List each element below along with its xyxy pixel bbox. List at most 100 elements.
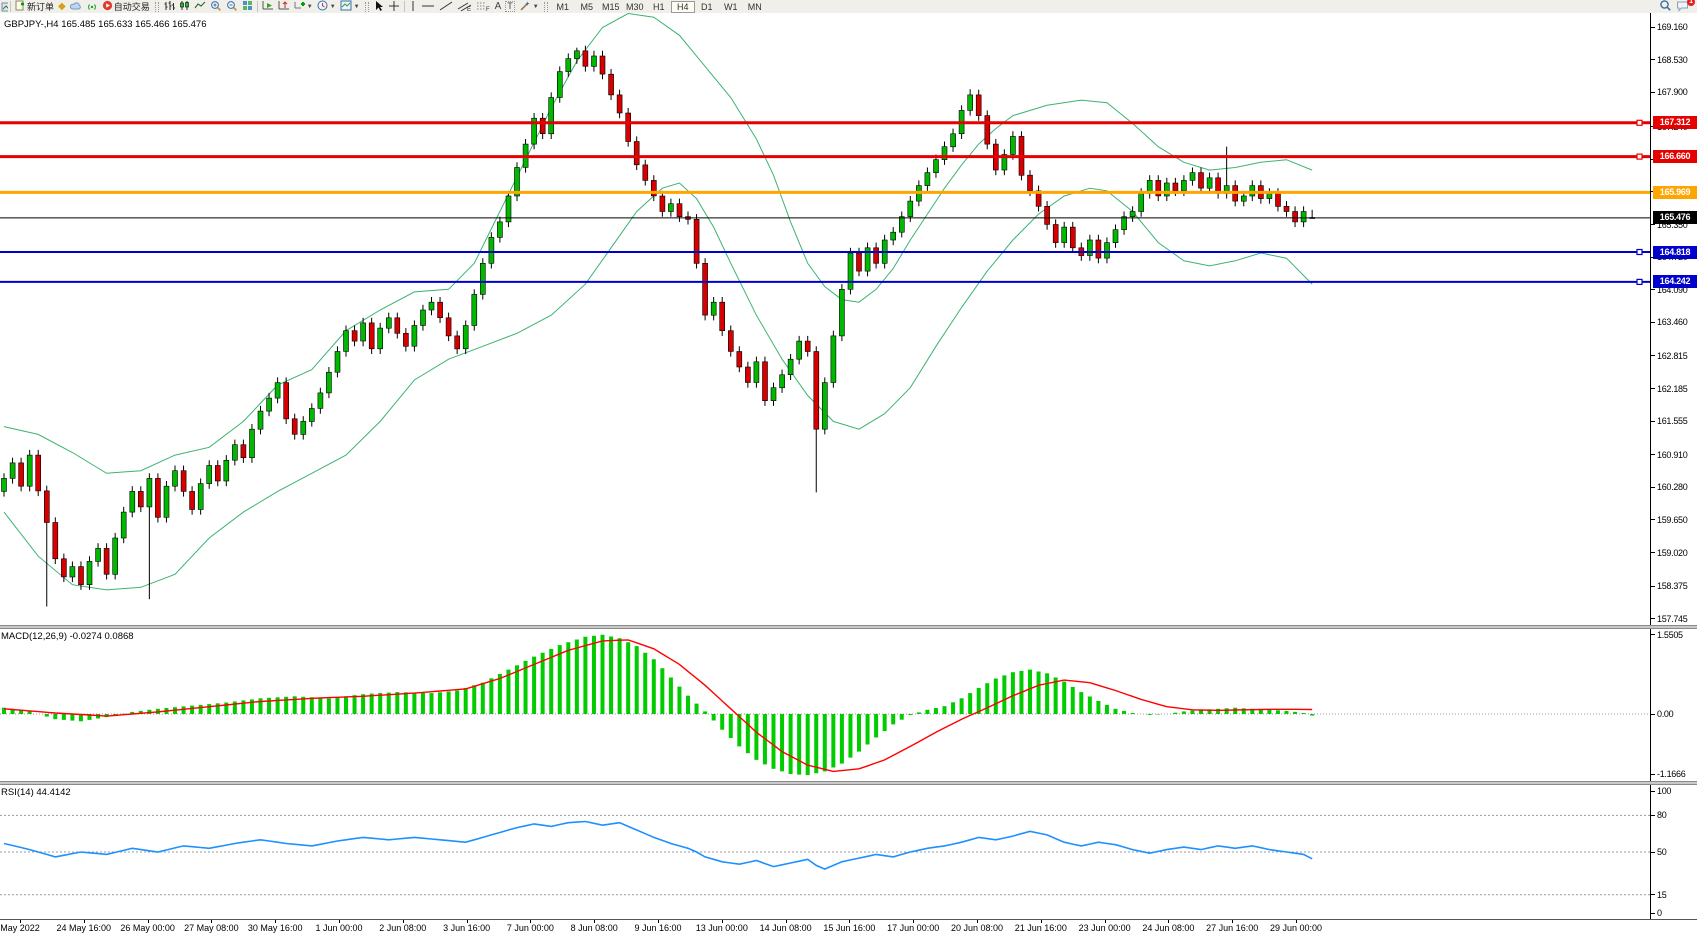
tile-windows-button[interactable] (240, 1, 255, 13)
new-order-button[interactable]: 新订单 (13, 0, 56, 13)
price-axis[interactable]: 169.160168.530167.900167.240166.610165.9… (1650, 13, 1697, 625)
price-tick: 160.280 (1651, 482, 1688, 493)
price-tick: 165.350 (1651, 219, 1688, 230)
auto-scroll-button[interactable] (260, 1, 276, 13)
macd-axis[interactable]: 1.5505 0.00 -1.1666 (1650, 629, 1697, 781)
bull-candle (95, 548, 101, 562)
bear-candle (240, 444, 247, 459)
timeframe-button-mn[interactable]: MN (747, 1, 762, 12)
rsi-label: RSI(14) 44.4142 (1, 787, 71, 798)
cursor-button[interactable] (372, 0, 386, 13)
autotrading-button[interactable]: 自动交易 (100, 0, 152, 13)
time-axis[interactable]: May 2022 24 May 16:00 26 May 00:00 27 May 0… (0, 919, 1697, 934)
line-chart-type-button[interactable] (192, 1, 208, 13)
timeframe-button-m1[interactable]: M1 (556, 1, 569, 12)
rsi-line (3, 820, 1313, 870)
rsi-axis[interactable]: 100 80 50 15 0 (1650, 785, 1697, 919)
zoom-out-button[interactable] (224, 0, 240, 14)
horizontal-line-button[interactable] (419, 1, 437, 13)
time-tick (1232, 920, 1234, 923)
indicators-button[interactable]: ▼ (292, 1, 315, 13)
bear-candle (650, 180, 657, 197)
bear-candle (351, 330, 358, 342)
market-button[interactable]: ◆ (56, 1, 68, 13)
bull-candle (1189, 172, 1196, 181)
timeframe-button-d1[interactable]: D1 (700, 1, 713, 12)
timeframe-button-m30[interactable]: M30 (625, 1, 644, 12)
time-label: 3 Jun 16:00 (443, 923, 491, 933)
level-line-handle[interactable] (1636, 278, 1643, 285)
signals-button[interactable] (84, 1, 100, 13)
time-label: 24 Jun 08:00 (1142, 923, 1195, 933)
bull-candle (1300, 211, 1307, 223)
time-tick (977, 920, 978, 923)
vertical-line-button[interactable] (407, 0, 419, 13)
macd-canvas[interactable] (0, 629, 1650, 781)
timeframe-button-h1[interactable]: H1 (652, 1, 665, 12)
zoom-in-button[interactable] (208, 0, 224, 14)
autotrading-label: 自动交易 (113, 1, 150, 12)
bear-candle (1155, 180, 1162, 197)
bull-candle (1010, 136, 1016, 155)
bear-candle (727, 330, 734, 352)
bear-candle (702, 263, 708, 316)
level-line-handle[interactable] (1636, 119, 1643, 126)
svg-text:F: F (486, 7, 490, 12)
price-tick: 169.160 (1651, 22, 1688, 33)
fibonacci-button[interactable]: F (474, 1, 493, 13)
level-line-handle[interactable] (1636, 153, 1643, 160)
timeframe-button-w1[interactable]: W1 (723, 1, 738, 12)
candlestick-type-button[interactable] (177, 1, 192, 13)
bull-candle (385, 317, 392, 329)
equidistant-channel-button[interactable]: E (455, 1, 474, 13)
toolbar-separator (403, 1, 405, 12)
time-label: 27 Jun 16:00 (1206, 923, 1259, 933)
level-line-handle[interactable] (1636, 248, 1643, 256)
periods-button[interactable]: ▼ (315, 0, 338, 13)
trendline-button[interactable] (437, 1, 455, 13)
bar-chart-type-button[interactable] (162, 1, 177, 13)
bear-candle (599, 55, 606, 75)
crosshair-button[interactable] (386, 0, 402, 13)
text-button[interactable]: A (493, 1, 504, 13)
time-label: 21 Jun 16:00 (1014, 923, 1067, 933)
bear-candle (1283, 206, 1290, 212)
text-label-button[interactable]: T (503, 1, 517, 13)
rsi-canvas[interactable] (0, 785, 1650, 919)
bull-candle (1112, 229, 1119, 243)
bull-candle (479, 263, 486, 295)
timeframe-button-m5[interactable]: M5 (580, 1, 593, 12)
templates-button[interactable]: ▼ (338, 0, 362, 13)
panel-divider[interactable] (0, 625, 1697, 629)
bull-candle (1104, 242, 1110, 259)
panel-divider[interactable] (0, 781, 1697, 785)
timeframe-button-h4[interactable]: H4 (670, 0, 695, 13)
toolbar-grip (543, 1, 548, 12)
timeframe-button-m15[interactable]: M15 (601, 1, 620, 12)
arrows-button[interactable]: ▼ (517, 1, 541, 13)
add-indicator-icon (294, 0, 305, 13)
bull-candle (112, 537, 118, 575)
bear-candle (1044, 206, 1050, 225)
zoom-out-icon (226, 0, 238, 14)
level-price-badge: 164.818 (1653, 245, 1697, 259)
chart-shift-button[interactable] (276, 1, 292, 13)
rsi-axis-tick: 80 (1651, 810, 1667, 821)
zoom-in-icon (210, 0, 222, 14)
tile-windows-icon (242, 0, 253, 13)
bear-candle (1275, 193, 1281, 207)
bear-candle (813, 351, 820, 430)
cloud-button[interactable] (68, 1, 84, 13)
chart-ohlc-line: GBPJPY-,H4 165.485 165.633 165.466 165.4… (4, 19, 207, 30)
bull-candle (967, 94, 974, 111)
level-price-badge: 167.312 (1653, 116, 1697, 130)
notifications-button[interactable]: 1 (1674, 0, 1695, 13)
bull-candle (1181, 180, 1187, 192)
bull-candle (505, 195, 512, 223)
price-chart-canvas[interactable] (0, 13, 1650, 625)
time-label: May 2022 (0, 923, 40, 933)
bear-candle (1052, 224, 1059, 243)
chart-window-icon (0, 1, 8, 12)
search-button[interactable] (1657, 0, 1674, 13)
bull-candle (924, 172, 931, 186)
